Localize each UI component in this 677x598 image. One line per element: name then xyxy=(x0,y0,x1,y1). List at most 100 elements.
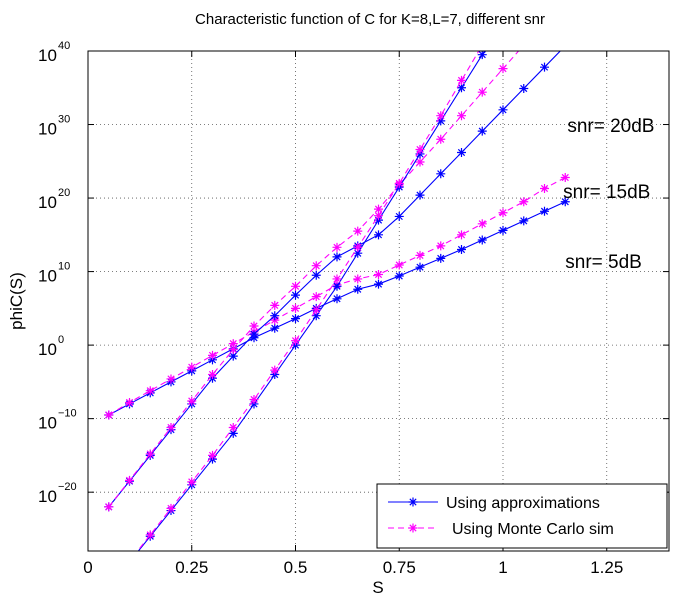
data-point xyxy=(540,206,549,216)
data-point xyxy=(208,350,217,360)
data-point xyxy=(436,169,446,179)
y-tick-label: 10 −10 xyxy=(38,408,77,433)
data-point xyxy=(436,134,446,144)
data-point xyxy=(457,230,466,240)
data-point xyxy=(374,279,383,289)
y-tick-label-exp: 0 xyxy=(58,334,64,346)
annotations: snr= 20dB snr= 15dB snr= 5dB xyxy=(563,116,654,273)
ticks xyxy=(87,50,669,551)
y-tick-label-base: 10 xyxy=(38,487,57,506)
data-point xyxy=(291,290,300,300)
data-point xyxy=(415,262,425,272)
data-point xyxy=(145,530,155,540)
data-point xyxy=(457,75,466,85)
data-point xyxy=(498,208,508,218)
data-point xyxy=(374,211,383,221)
data-point xyxy=(415,190,425,200)
y-tick-label-exp: 30 xyxy=(58,114,70,126)
data-point xyxy=(374,270,383,280)
y-tick-label: 10 40 xyxy=(38,40,70,65)
data-point xyxy=(311,292,321,302)
legend-marker xyxy=(408,497,418,507)
y-tick-label-exp: −10 xyxy=(58,408,77,420)
data-point xyxy=(436,116,446,126)
y-tick-label: 10 −20 xyxy=(38,481,77,506)
data-point xyxy=(291,336,300,346)
y-tick-label: 10 20 xyxy=(38,187,70,212)
data-point xyxy=(394,178,404,188)
data-point xyxy=(311,261,321,271)
data-point xyxy=(353,226,363,236)
data-point xyxy=(415,145,425,155)
data-point xyxy=(228,428,238,438)
data-point xyxy=(228,339,238,349)
data-point xyxy=(540,62,549,72)
x-tick-label: 1 xyxy=(498,558,507,577)
data-point xyxy=(457,111,466,121)
data-point xyxy=(436,111,446,121)
data-point xyxy=(353,274,363,284)
data-point xyxy=(477,219,487,229)
data-point xyxy=(104,502,114,512)
data-point xyxy=(270,365,280,375)
data-point xyxy=(415,157,425,167)
x-tick-label: 0.25 xyxy=(175,558,208,577)
data-point xyxy=(125,475,134,485)
data-point xyxy=(394,271,404,281)
data-point xyxy=(291,314,300,324)
legend-marker xyxy=(408,523,418,533)
data-point xyxy=(270,300,280,310)
data-point xyxy=(519,84,529,93)
y-tick-label-base: 10 xyxy=(38,340,57,359)
x-tick-label: 0.75 xyxy=(383,558,416,577)
data-point xyxy=(291,281,300,291)
data-point xyxy=(353,284,363,294)
data-point xyxy=(270,323,280,333)
data-point xyxy=(104,410,114,420)
legend-label: Using Monte Carlo sim xyxy=(452,521,614,538)
data-point xyxy=(145,449,155,459)
data-point xyxy=(249,395,259,405)
data-point xyxy=(332,281,342,291)
data-point xyxy=(208,450,217,460)
x-tick-label: 0.5 xyxy=(284,558,308,577)
series-line xyxy=(108,51,520,508)
data-point xyxy=(519,197,529,207)
data-point xyxy=(498,64,508,74)
data-point xyxy=(228,351,238,361)
x-tick-label: 0 xyxy=(83,558,92,577)
data-point xyxy=(477,126,487,136)
data-point xyxy=(436,241,446,251)
data-point xyxy=(457,245,466,255)
y-axis-label: phiC(S) xyxy=(7,272,26,330)
y-tick-label-exp: −20 xyxy=(58,481,77,493)
data-point xyxy=(166,422,176,432)
y-tick-label-base: 10 xyxy=(38,193,57,212)
y-tick-label-exp: 40 xyxy=(58,40,70,52)
data-point xyxy=(166,503,176,513)
series-layer xyxy=(104,51,570,551)
data-point xyxy=(457,83,466,93)
x-tick-label: 1.25 xyxy=(590,558,623,577)
data-point xyxy=(374,204,383,214)
data-point xyxy=(353,242,363,252)
data-point xyxy=(332,274,342,284)
data-point xyxy=(311,270,321,280)
data-point xyxy=(560,172,570,182)
data-point xyxy=(332,294,342,304)
data-point xyxy=(311,311,321,321)
data-point xyxy=(187,477,197,487)
y-tick-label-base: 10 xyxy=(38,120,57,139)
data-point xyxy=(353,248,363,258)
snr-annotation: snr= 5dB xyxy=(565,252,642,273)
plot-frame xyxy=(87,50,670,552)
data-point xyxy=(415,250,425,260)
data-point xyxy=(187,362,197,372)
data-point xyxy=(125,397,134,407)
y-tick-label-base: 10 xyxy=(38,46,57,65)
data-point xyxy=(477,87,487,97)
data-point xyxy=(394,260,404,270)
